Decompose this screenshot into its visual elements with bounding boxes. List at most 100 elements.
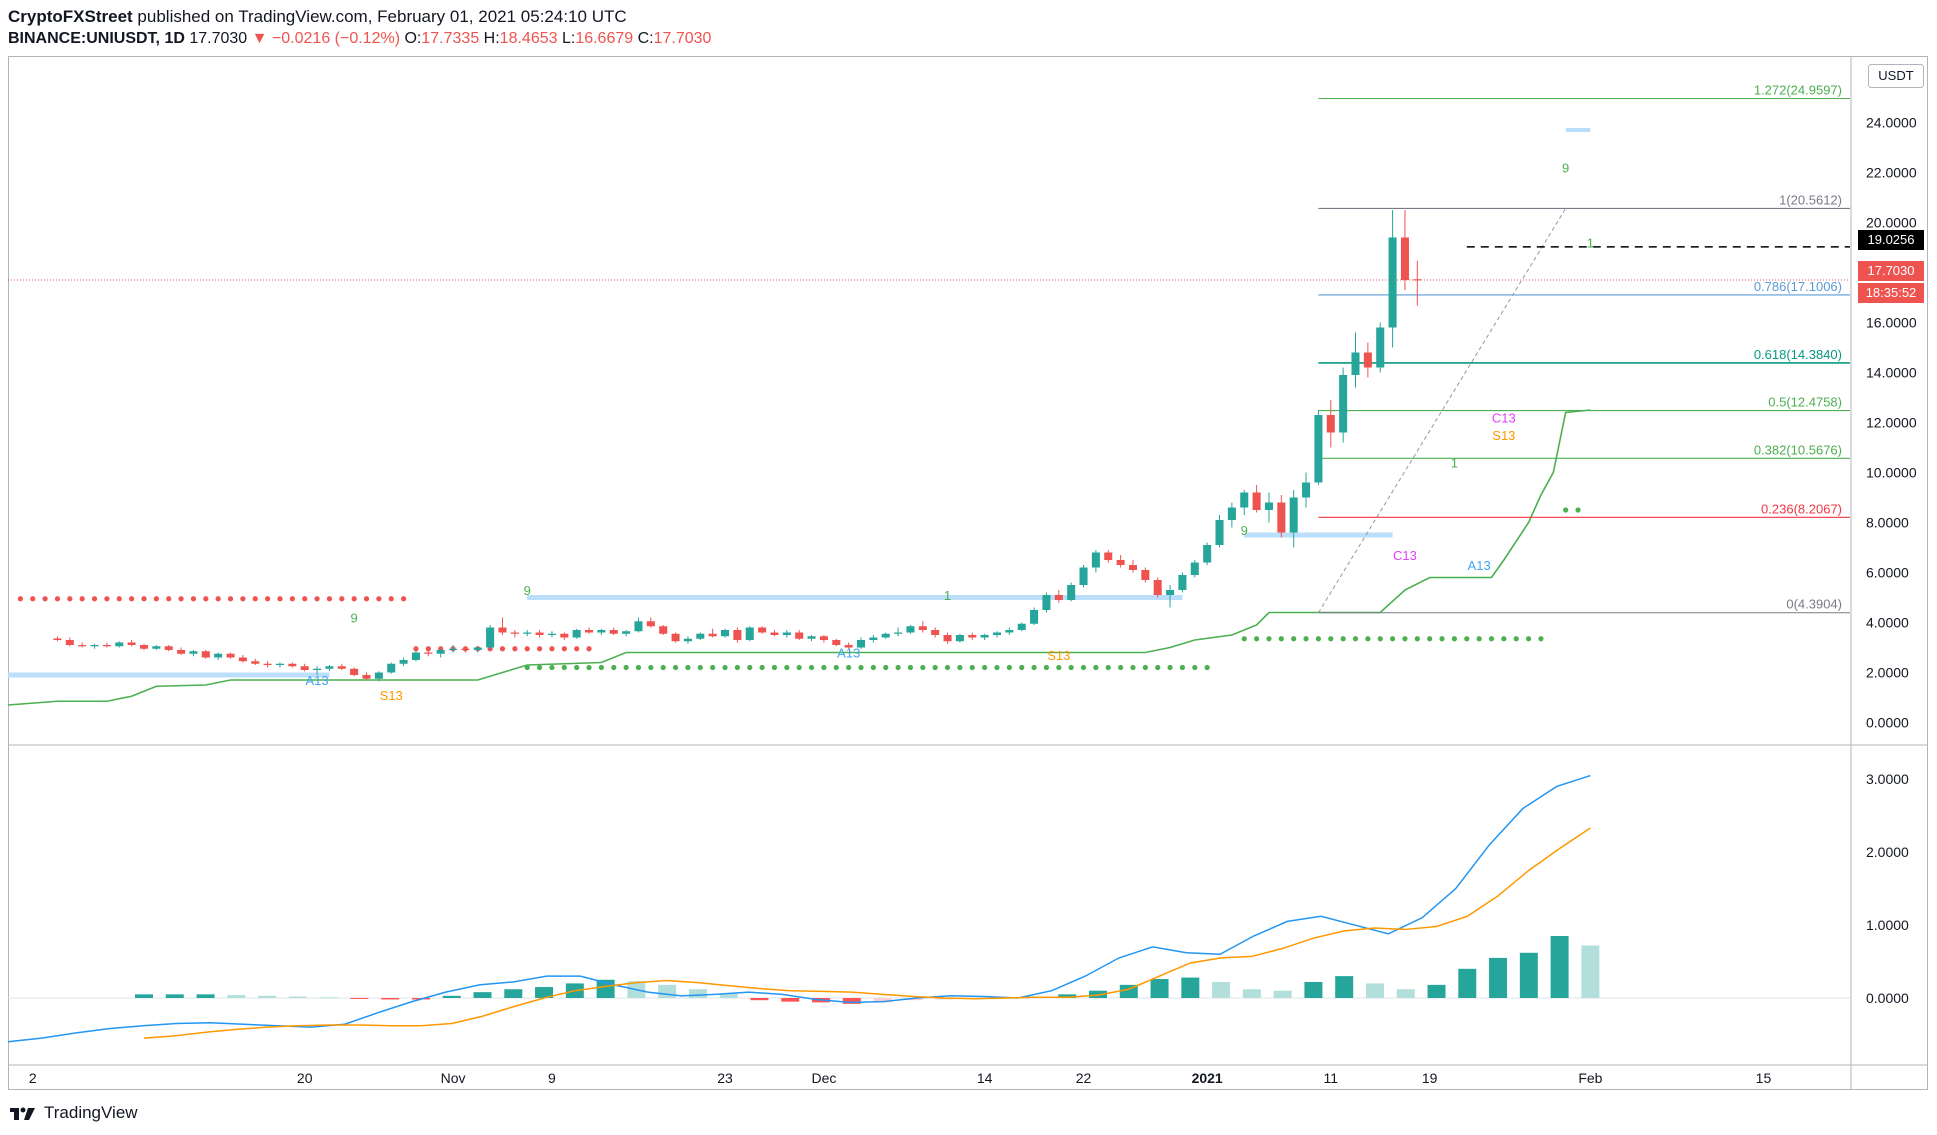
price-axis-tick: 6.0000 — [1866, 565, 1909, 581]
price-axis-tick: 14.0000 — [1866, 365, 1917, 381]
resistance-dot — [363, 596, 370, 602]
candle-body — [1413, 279, 1422, 281]
close-value: 17.7030 — [653, 30, 712, 47]
time-axis-tick: 14 — [977, 1070, 993, 1086]
candle-body — [399, 660, 408, 664]
support-dot — [1414, 636, 1420, 642]
fib-level-label: 1(20.5612) — [1779, 192, 1842, 207]
candle-body — [572, 630, 581, 638]
candle-body — [139, 645, 149, 649]
tradingview-brand[interactable]: TradingView — [44, 1103, 138, 1122]
support-dot — [1303, 636, 1309, 642]
macd-histogram-bar — [473, 992, 492, 998]
support-dot — [1192, 664, 1198, 671]
candle-body — [955, 635, 964, 642]
resistance-dot — [203, 596, 209, 602]
macd-histogram-bar — [1242, 989, 1261, 998]
macd-histogram-bar — [134, 994, 153, 998]
macd-histogram-bar — [1519, 952, 1538, 998]
resistance-dot — [400, 596, 407, 602]
price-change: ▼ −0.0216 (−0.12%) — [251, 30, 401, 47]
candle-body — [411, 652, 420, 660]
resistance-dot — [302, 596, 308, 602]
macd-histogram-bar — [227, 995, 246, 998]
time-axis-tick: 23 — [717, 1070, 733, 1086]
support-dot — [1315, 636, 1322, 642]
td-count-label: 9 — [524, 583, 531, 598]
marker-price-flag: 19.0256 — [1858, 230, 1924, 250]
candle-body — [844, 645, 853, 648]
candle-body — [659, 626, 668, 634]
candle-body — [65, 640, 74, 645]
td-count-label: 9 — [351, 611, 358, 626]
support-dot — [1254, 636, 1260, 642]
candle-body — [1363, 352, 1372, 368]
candle-body — [906, 626, 915, 633]
candle-body — [721, 630, 730, 637]
support-dot — [697, 664, 703, 671]
td-count-label: 1 — [944, 588, 951, 603]
td-count-label: A13 — [837, 646, 860, 661]
time-axis-tick: Nov — [441, 1070, 466, 1086]
resistance-dot — [561, 646, 567, 652]
macd-histogram-bar — [535, 987, 554, 998]
price-axis-tick: 2.0000 — [1866, 665, 1909, 681]
candle-body — [102, 645, 111, 647]
candle-body — [387, 663, 396, 673]
support-dot — [846, 664, 852, 671]
resistance-dot — [326, 596, 333, 602]
support-dot — [1204, 664, 1210, 671]
candle-body — [585, 630, 594, 633]
time-axis-tick: 9 — [548, 1070, 556, 1086]
macd-histogram-bar — [1304, 981, 1323, 998]
candle-body — [968, 635, 977, 638]
support-dot — [1389, 636, 1396, 642]
macd-histogram-bar — [1396, 989, 1415, 998]
close-label: C: — [637, 30, 654, 47]
support-dot — [1538, 636, 1544, 642]
support-dot — [734, 664, 740, 671]
fib-level-label: 0(4.3904) — [1786, 597, 1842, 612]
candle-body — [881, 633, 890, 638]
macd-histogram-bar — [1458, 968, 1477, 998]
candle-body — [127, 642, 136, 645]
price-axis-tick: 8.0000 — [1866, 515, 1909, 531]
support-dot — [1142, 664, 1148, 671]
candle-body — [782, 632, 791, 635]
chart-frame — [8, 56, 1928, 1090]
resistance-dot — [166, 596, 172, 602]
support-dot — [1093, 664, 1099, 671]
price-axis-tick: 0.0000 — [1866, 715, 1909, 731]
resistance-dot — [549, 646, 555, 652]
macd-histogram-bar — [719, 993, 738, 998]
support-dot — [722, 664, 728, 671]
candle-body — [263, 663, 272, 665]
price-axis-tick: 16.0000 — [1866, 315, 1917, 331]
macd-axis-tick: 1.0000 — [1866, 917, 1909, 933]
support-dot — [536, 664, 543, 671]
resistance-dot — [42, 596, 48, 602]
candle-body — [337, 666, 346, 669]
support-dot — [1402, 636, 1408, 642]
currency-button[interactable]: USDT — [1868, 64, 1924, 88]
candle-body — [560, 633, 569, 638]
price-axis-tick: 10.0000 — [1866, 465, 1917, 481]
candle-body — [671, 633, 680, 642]
support-dot — [1464, 636, 1470, 642]
publisher-name[interactable]: CryptoFXStreet — [8, 7, 133, 26]
macd-histogram-bar — [658, 984, 677, 998]
support-dot — [969, 664, 975, 671]
candle-body — [152, 646, 161, 649]
symbol-name[interactable]: BINANCE:UNIUSDT, 1D — [8, 30, 185, 47]
candle-body — [1326, 415, 1335, 433]
candle-body — [115, 642, 124, 647]
support-dot — [1291, 636, 1297, 642]
support-dot — [1266, 636, 1272, 642]
macd-histogram-bar — [319, 997, 338, 999]
price-axis-tick: 22.0000 — [1866, 165, 1917, 181]
support-dot — [747, 664, 753, 671]
support-dot — [1476, 636, 1482, 642]
support-dot — [1179, 664, 1186, 671]
support-dot — [611, 664, 617, 671]
